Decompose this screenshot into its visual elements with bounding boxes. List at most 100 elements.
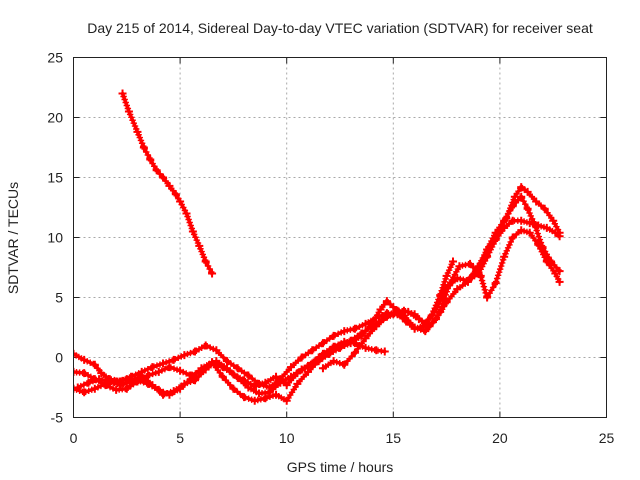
data-point [152, 166, 161, 175]
data-point [171, 190, 180, 199]
x-tick-label: 5 [176, 430, 184, 446]
data-point [318, 364, 327, 373]
data-point [466, 274, 475, 283]
data-point [90, 360, 99, 369]
data-point [84, 378, 93, 387]
data-point [80, 388, 89, 397]
x-tick-label: 0 [70, 430, 78, 446]
data-point [510, 192, 519, 201]
data-point [276, 378, 285, 387]
data-point [393, 306, 402, 315]
data-point [540, 204, 549, 213]
data-point [282, 381, 291, 390]
series-track-g [466, 183, 564, 283]
data-point [485, 243, 494, 252]
data-point [146, 155, 155, 164]
data-point [233, 364, 242, 373]
data-point [508, 233, 517, 242]
grid [73, 57, 607, 418]
data-point [73, 384, 78, 393]
data-point [523, 204, 532, 213]
data-point [530, 219, 539, 228]
data-point [410, 323, 419, 332]
data-point [542, 257, 551, 266]
data-point [350, 324, 359, 333]
data-point [442, 271, 451, 280]
data-point [382, 312, 391, 321]
data-point [425, 322, 434, 331]
x-axis-label: GPS time / hours [287, 459, 394, 475]
data-point [176, 366, 185, 375]
y-tick-label: 20 [47, 110, 63, 126]
data-point [139, 143, 148, 152]
data-point [297, 353, 306, 362]
data-point [340, 327, 349, 336]
data-point [376, 305, 385, 314]
series-track-a [118, 89, 217, 278]
data-point [361, 343, 370, 352]
data-point [357, 331, 366, 340]
data-point [90, 384, 99, 393]
data-point [308, 359, 317, 368]
data-point [73, 349, 78, 358]
data-point [367, 319, 376, 328]
data-point [112, 385, 121, 394]
chart-title: Day 215 of 2014, Sidereal Day-to-day VTE… [87, 20, 593, 36]
data-point [195, 241, 204, 250]
data-point [159, 173, 168, 182]
data-point [500, 252, 509, 261]
y-axis-label: SDTVAR / TECUs [5, 182, 21, 294]
data-point [124, 107, 133, 116]
data-point [318, 339, 327, 348]
data-point [218, 372, 227, 381]
data-point [73, 367, 78, 376]
data-point [517, 183, 526, 192]
data-point [154, 367, 163, 376]
data-point [176, 197, 185, 206]
data-point [382, 297, 391, 306]
data-point [372, 322, 381, 331]
data-point [180, 351, 189, 360]
data-point [421, 327, 430, 336]
data-point [493, 228, 502, 237]
plot-frame [73, 57, 607, 418]
data-point [201, 257, 210, 266]
data-point [329, 342, 338, 351]
data-point [414, 315, 423, 324]
data-point [517, 216, 526, 225]
data-point [555, 228, 564, 237]
data-point [223, 364, 232, 373]
data-point [261, 378, 270, 387]
data-point [431, 305, 440, 314]
data-point [286, 372, 295, 381]
data-point [229, 384, 238, 393]
data-point [517, 226, 526, 235]
data-point [404, 307, 413, 316]
data-point [188, 227, 197, 236]
data-point [182, 209, 191, 218]
data-point [169, 387, 178, 396]
data-point [297, 365, 306, 374]
data-point [73, 383, 82, 392]
data-point [118, 89, 127, 98]
data-point [329, 331, 338, 340]
data-point [525, 228, 534, 237]
data-point [180, 379, 189, 388]
data-point [286, 363, 295, 372]
series-line [73, 259, 455, 390]
data-point [436, 307, 445, 316]
data-point [361, 334, 370, 343]
data-point [191, 376, 200, 385]
data-point [491, 279, 500, 288]
data-point [137, 371, 146, 380]
data-point [80, 355, 89, 364]
data-point [116, 381, 125, 390]
data-point [380, 347, 389, 356]
data-point [201, 341, 210, 350]
data-point [455, 262, 464, 271]
data-point [372, 346, 381, 355]
data-point [97, 369, 106, 378]
data-point [165, 181, 174, 190]
data-point [95, 375, 104, 384]
data-point [293, 379, 302, 388]
